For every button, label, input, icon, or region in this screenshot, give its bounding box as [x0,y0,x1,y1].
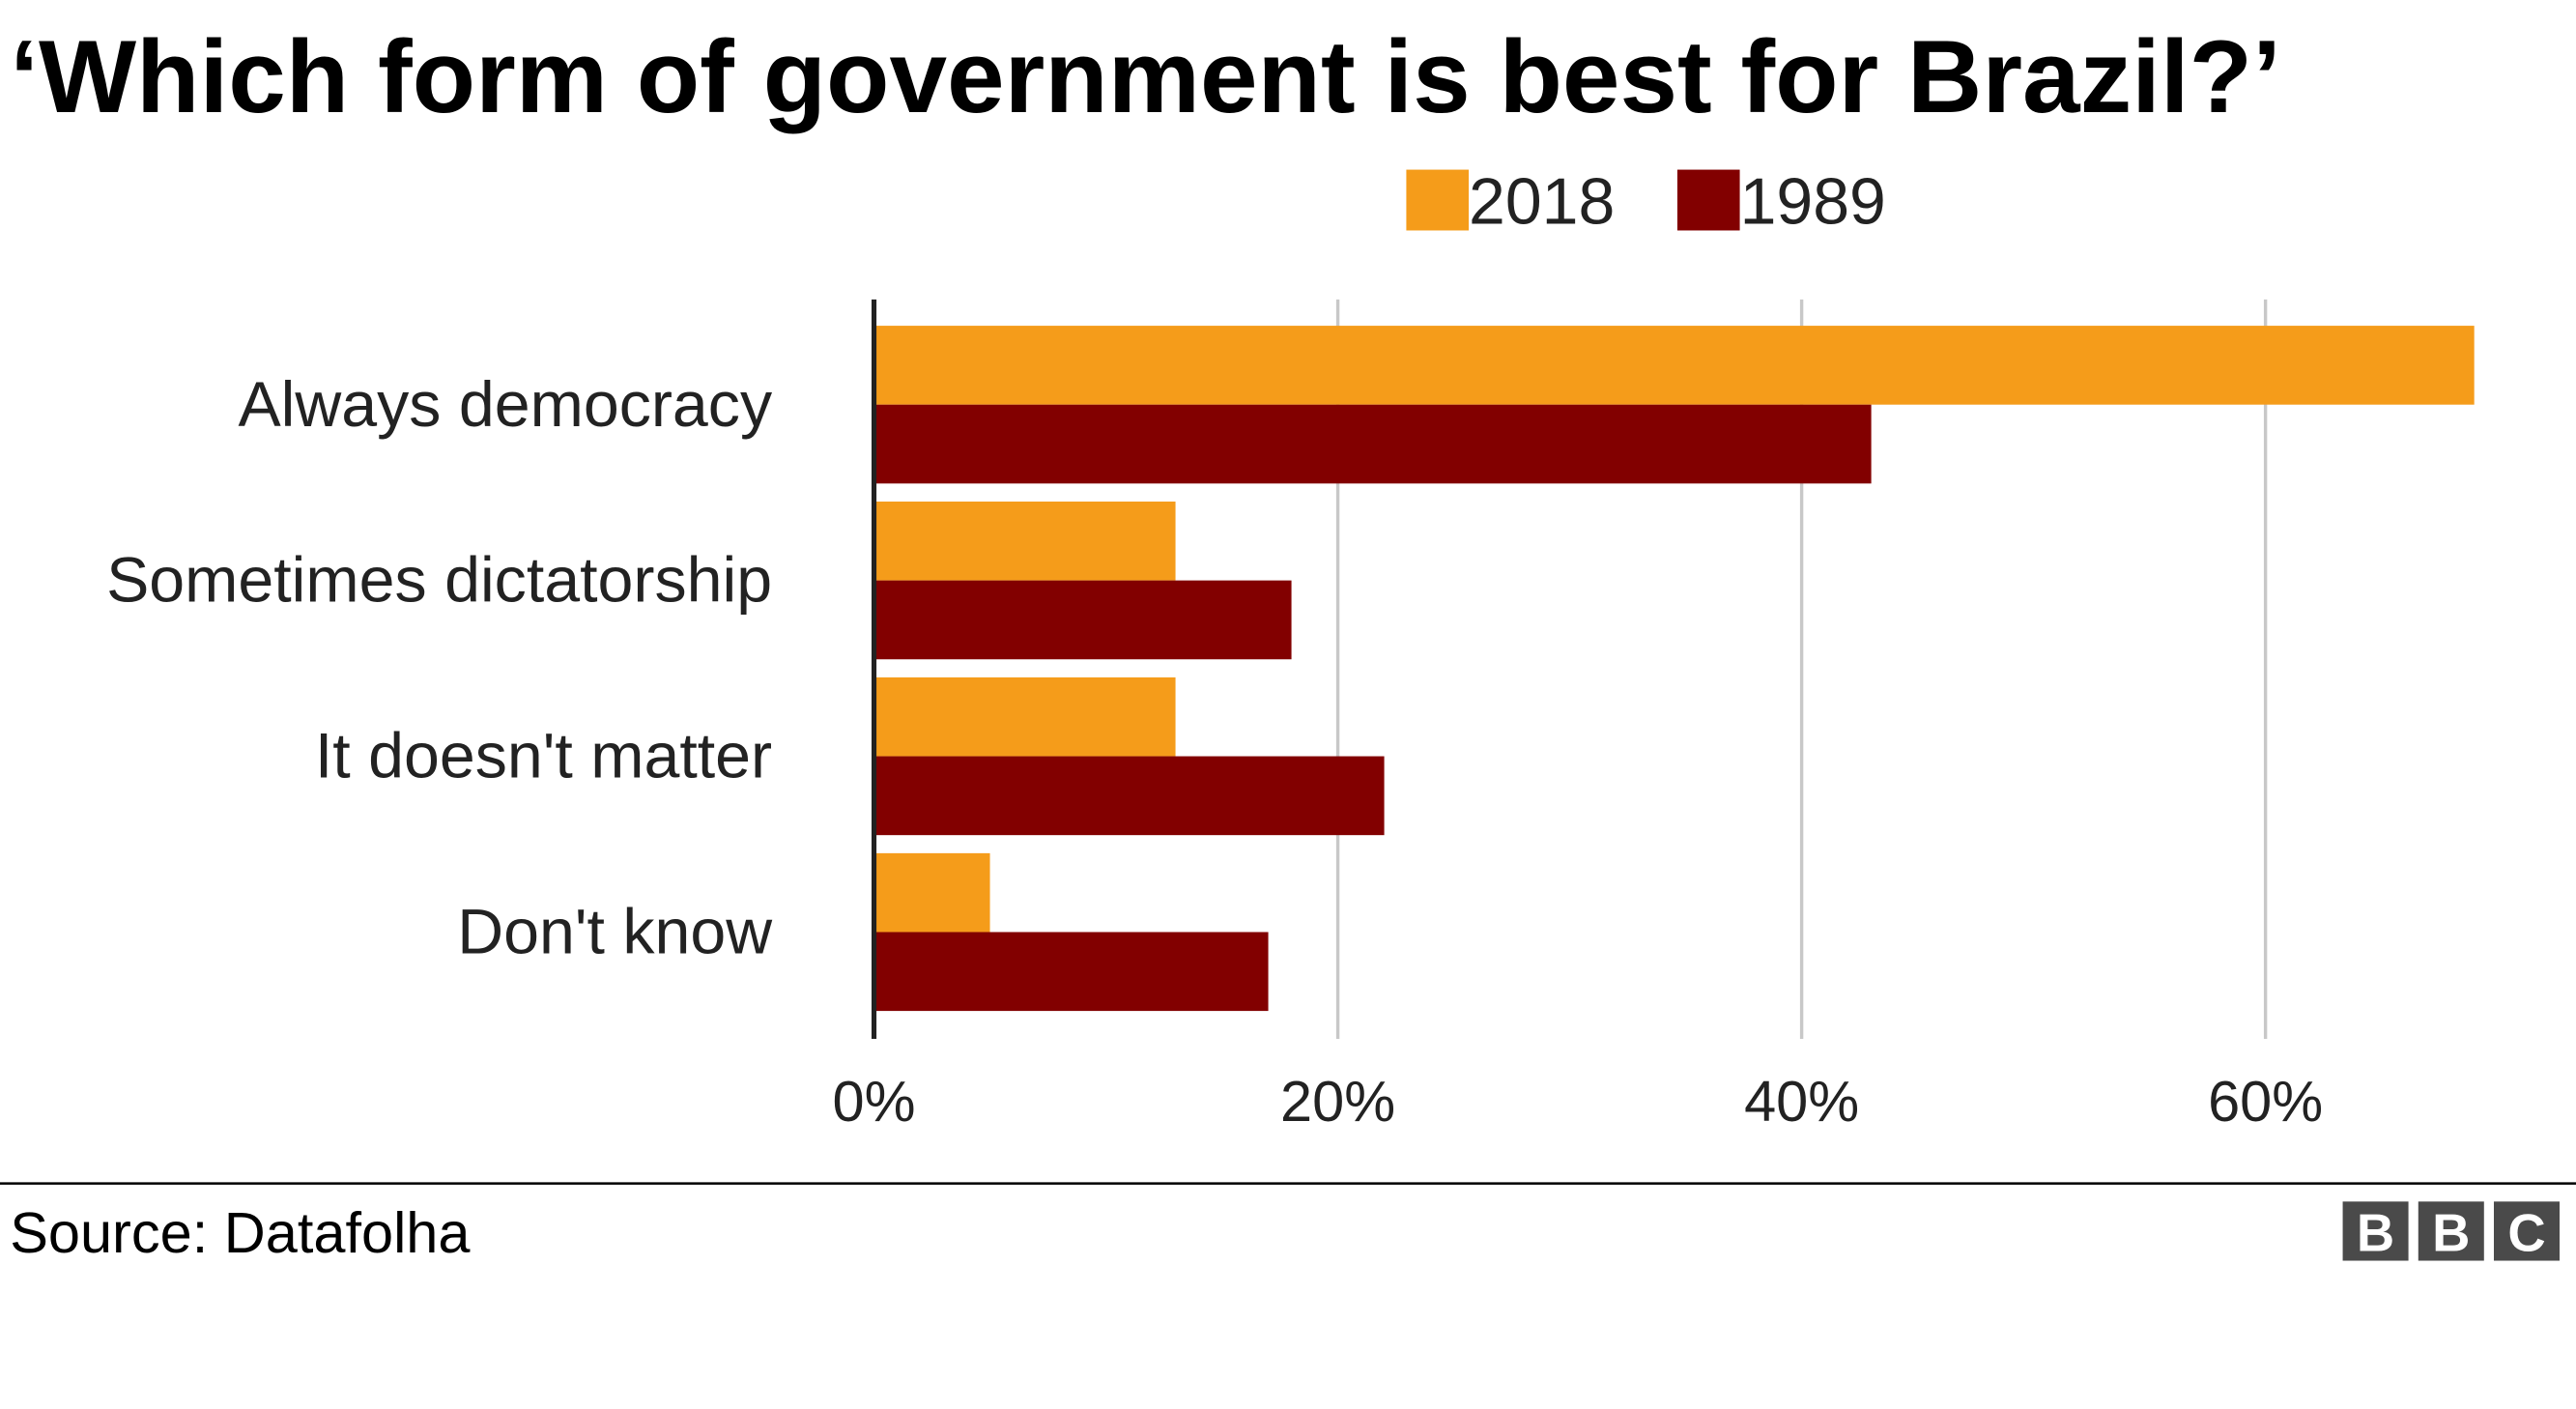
x-tick-label: 40% [1744,1069,1859,1134]
legend-swatch-2018 [1406,169,1470,231]
source-text: Source: Datafolha [10,1200,471,1265]
bars [873,326,2475,1012]
bar-2018 [873,852,990,933]
bar-2018 [873,326,2475,405]
x-tick-label: 60% [2208,1069,2323,1134]
x-tick-labels: 0% 20% 40% 60% [833,1069,2324,1134]
bar-1989 [873,404,1872,484]
bar-2018 [873,502,1176,581]
category-label: Always democracy [238,369,772,441]
legend: 2018 1989 [1406,165,1886,239]
category-label: Don't know [457,897,773,968]
bar-1989 [873,756,1385,836]
svg-text:B: B [2432,1203,2470,1262]
bbc-logo: B B C [2342,1201,2560,1262]
legend-label: 2018 [1469,165,1615,239]
category-label: Sometimes dictatorship [106,545,772,617]
legend-swatch-1989 [1676,169,1740,231]
chart-title: ‘Which form of government is best for Br… [10,18,2281,134]
x-tick-label: 0% [833,1069,916,1134]
category-label: It doesn't matter [315,721,772,792]
bar-2018 [873,676,1176,757]
x-tick-label: 20% [1280,1069,1395,1134]
svg-text:C: C [2507,1203,2545,1262]
legend-label: 1989 [1740,165,1886,239]
category-labels: Always democracy Sometimes dictatorship It… [106,369,773,968]
bar-1989 [873,932,1269,1012]
bar-1989 [873,580,1292,660]
svg-text:B: B [2357,1203,2394,1262]
